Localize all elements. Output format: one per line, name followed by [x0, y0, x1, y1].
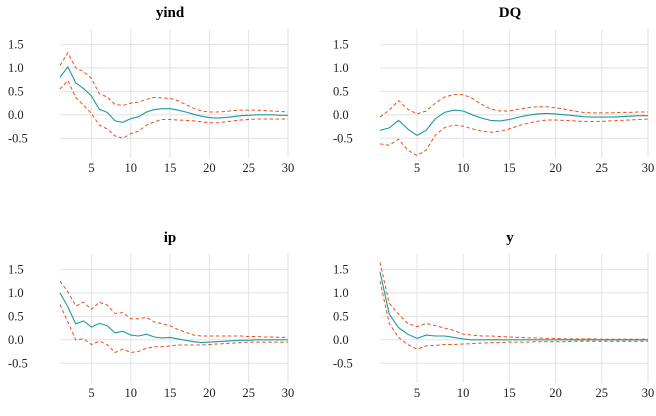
series-line-lower: [379, 118, 649, 157]
panel-title: DQ: [499, 5, 522, 21]
panel-yind: yind 1.5 1.0 0.5 0.0 -0.5 5 10 15 20 25 30: [8, 5, 294, 175]
x-tick-label: 5: [88, 386, 94, 400]
y-tick-label: 1.5: [333, 37, 349, 51]
x-tick-label: 30: [642, 161, 655, 175]
y-tick-label: 1.0: [8, 61, 24, 75]
y-tick-label: 1.0: [8, 286, 24, 300]
y-tick-label: -0.5: [333, 356, 353, 370]
series-line-response: [379, 271, 648, 341]
x-tick-label: 10: [457, 386, 470, 400]
y-tick-label: 1.5: [333, 262, 349, 276]
panel-dq: DQ 1.5 1.0 0.5 0.0 -0.5 5 10 15 20 25 30: [333, 5, 654, 175]
x-tick-label: 20: [549, 161, 562, 175]
y-tick-label: -0.5: [8, 356, 28, 370]
panel-title: y: [506, 230, 514, 246]
x-tick-label: 30: [642, 386, 655, 400]
series-line-response: [59, 292, 288, 344]
y-tick-label: 1.0: [333, 286, 349, 300]
x-tick-label: 20: [203, 161, 216, 175]
x-tick-label: 5: [414, 386, 420, 400]
x-tick-label: 30: [282, 161, 295, 175]
x-tick-label: 30: [282, 386, 295, 400]
panel-title: ip: [164, 230, 177, 246]
x-tick-label: 5: [88, 161, 94, 175]
y-tick-label: -0.5: [8, 131, 28, 145]
x-tick-label: 20: [549, 386, 562, 400]
series-line-lower: [59, 79, 288, 139]
panel-title: yind: [156, 5, 185, 21]
series-line-upper: [379, 262, 648, 340]
series-line-upper: [379, 94, 648, 118]
x-tick-label: 15: [164, 386, 177, 400]
y-tick-label: 1.5: [8, 37, 24, 51]
x-tick-label: 15: [164, 161, 177, 175]
x-tick-label: 20: [203, 386, 216, 400]
x-tick-label: 25: [242, 386, 255, 400]
series-line-response: [59, 65, 288, 123]
y-tick-label: 0.5: [333, 84, 349, 98]
x-tick-label: 25: [242, 161, 255, 175]
panel-ip: ip 1.5 1.0 0.5 0.0 -0.5 5 10 15 20 25 30: [8, 230, 294, 400]
y-tick-label: 0.0: [333, 108, 349, 122]
y-tick-label: 0.5: [333, 309, 349, 323]
series-line-response: [379, 109, 648, 137]
x-tick-label: 10: [125, 161, 138, 175]
y-tick-label: 0.5: [8, 84, 24, 98]
x-tick-label: 15: [503, 161, 516, 175]
x-tick-label: 10: [125, 386, 138, 400]
y-tick-label: -0.5: [333, 131, 353, 145]
x-tick-label: 25: [596, 161, 609, 175]
y-tick-label: 1.5: [8, 262, 24, 276]
series-line-lower: [379, 280, 648, 350]
y-tick-label: 0.0: [333, 333, 349, 347]
panel-y: y 1.5 1.0 0.5 0.0 -0.5 5 10 15 20 25 30: [333, 230, 654, 400]
x-tick-label: 15: [503, 386, 516, 400]
y-tick-label: 0.5: [8, 309, 24, 323]
x-tick-label: 5: [414, 161, 420, 175]
y-tick-label: 1.0: [333, 61, 349, 75]
y-tick-label: 0.0: [8, 108, 24, 122]
series-line-lower: [59, 304, 288, 354]
x-tick-label: 10: [457, 161, 470, 175]
x-tick-label: 25: [596, 386, 609, 400]
y-tick-label: 0.0: [8, 333, 24, 347]
